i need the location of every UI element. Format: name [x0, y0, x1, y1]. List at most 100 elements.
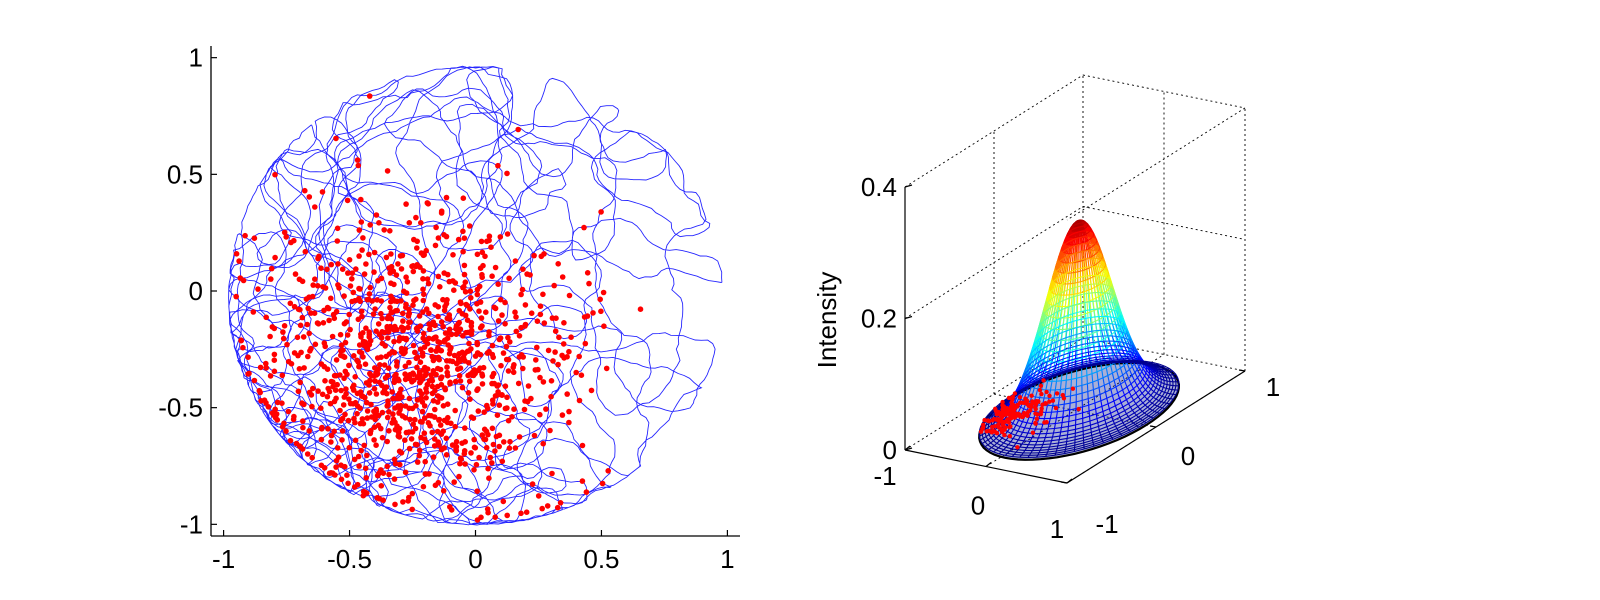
mesh-spoke: [1056, 260, 1061, 271]
grid-line: [1066, 107, 1246, 221]
event-point: [492, 514, 499, 520]
mesh-ring: [1147, 382, 1151, 387]
mesh-ring: [1063, 314, 1069, 318]
mesh-ring: [1070, 340, 1077, 343]
event-point: [324, 393, 331, 400]
event-point: [420, 286, 426, 293]
mesh-ring: [1075, 281, 1078, 284]
mesh-ring: [1069, 239, 1072, 242]
event-point: [550, 358, 556, 364]
mesh-spoke: [1084, 325, 1086, 337]
mesh-ring: [1068, 254, 1072, 257]
mesh-ring: [1115, 383, 1121, 388]
mesh-ring: [1152, 370, 1156, 374]
event-point: [299, 314, 306, 321]
event-point: [386, 428, 392, 434]
event-point: [364, 452, 370, 459]
event-point: [474, 251, 481, 258]
mesh-ring: [1063, 272, 1067, 275]
mesh-spoke: [1087, 243, 1090, 251]
mesh-ring: [1111, 331, 1115, 335]
mesh-spoke: [1095, 413, 1098, 419]
event-point: [385, 365, 392, 372]
mesh-ring: [1077, 270, 1081, 273]
event-point: [471, 467, 477, 473]
mesh-ring: [1080, 301, 1086, 304]
event-point: [341, 293, 347, 299]
mesh-ring: [1072, 303, 1078, 307]
mesh-spoke: [1065, 330, 1068, 338]
mesh-ring: [1075, 422, 1083, 426]
event-point: [373, 391, 380, 397]
event-point: [376, 379, 383, 386]
event-point: [501, 439, 507, 445]
mesh-ring: [1057, 410, 1064, 413]
mesh-ring: [1096, 251, 1099, 254]
mesh-ring: [1103, 267, 1106, 270]
event-point: [528, 310, 535, 317]
event-point: [527, 272, 533, 278]
event-point: [559, 274, 566, 280]
mesh-ring: [1096, 415, 1105, 420]
mesh-spoke: [1084, 234, 1088, 242]
mesh-ring: [1118, 306, 1121, 309]
event-point: [371, 437, 377, 443]
mesh-ring: [1109, 278, 1111, 281]
event-point: [426, 321, 432, 327]
mesh-ring: [1097, 359, 1105, 362]
mesh-ring: [1104, 416, 1113, 421]
mesh-ring: [1046, 372, 1054, 377]
mesh-spoke: [1082, 291, 1085, 304]
event-point: [343, 319, 350, 325]
mesh-ring: [1043, 325, 1047, 329]
mesh-ring: [1068, 234, 1071, 237]
mesh-spoke: [1113, 317, 1117, 325]
mesh-spoke: [1118, 377, 1122, 385]
event-point: [476, 454, 482, 461]
mesh-spoke: [1057, 326, 1060, 335]
mesh-ring: [1127, 332, 1130, 335]
mesh-ring: [1076, 294, 1081, 297]
mesh-spoke: [1133, 363, 1138, 370]
mesh-spoke: [1122, 406, 1126, 411]
mesh-ring: [1092, 297, 1096, 300]
event-point: [442, 386, 449, 393]
event-point: [475, 408, 482, 414]
event-point: [333, 135, 339, 142]
mesh-ring: [1088, 396, 1095, 400]
event-point: [537, 411, 543, 418]
mesh-ring: [1066, 241, 1069, 244]
mesh-ring: [1071, 228, 1074, 231]
mesh-spoke: [1068, 352, 1071, 358]
mesh-ring: [1030, 352, 1033, 356]
event-point: [421, 436, 428, 443]
mesh-ring: [1052, 280, 1055, 283]
mesh-ring: [1096, 243, 1098, 246]
event-point: [586, 280, 592, 287]
event-point: [515, 126, 521, 133]
event-point: [465, 390, 472, 396]
mesh-spoke: [1062, 404, 1065, 412]
mesh-ring: [1068, 419, 1076, 423]
mesh-ring: [1066, 236, 1068, 239]
mesh-ring: [1131, 345, 1135, 348]
mesh-ring: [1038, 336, 1042, 340]
mesh-ring: [1148, 367, 1151, 371]
event-point: [420, 268, 427, 274]
event-point: [287, 300, 294, 307]
mesh-ring: [1102, 267, 1105, 269]
mesh-spoke: [1049, 279, 1054, 291]
event-point: [368, 401, 374, 408]
mesh-ring: [1108, 308, 1112, 311]
event-point: [344, 332, 351, 338]
mesh-spoke: [1088, 289, 1091, 301]
mesh-ring: [1102, 280, 1105, 283]
mesh-ring: [1049, 364, 1057, 369]
mesh-spoke: [1064, 388, 1067, 397]
event-point: [366, 390, 373, 396]
mesh-spoke: [1068, 297, 1071, 307]
mesh-spoke: [1139, 374, 1144, 380]
mesh-ring: [1106, 364, 1111, 369]
event-point: [441, 270, 448, 276]
event-point: [376, 470, 382, 477]
